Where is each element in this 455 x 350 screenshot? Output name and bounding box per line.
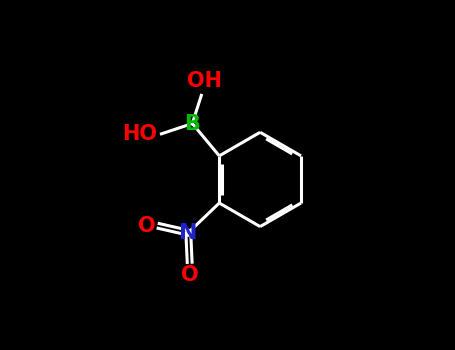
Text: O: O: [181, 265, 198, 285]
Text: B: B: [184, 113, 200, 133]
Text: OH: OH: [187, 71, 222, 91]
Text: N: N: [179, 223, 197, 243]
Text: HO: HO: [122, 124, 157, 144]
Text: O: O: [138, 216, 156, 236]
